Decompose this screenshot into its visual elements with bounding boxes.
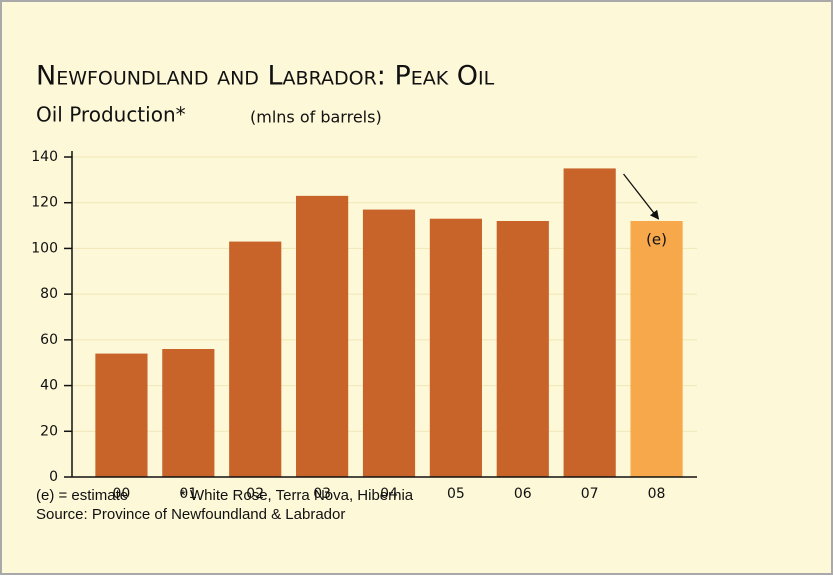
note: * White Rose, Terra Nova, Hibernia xyxy=(180,487,414,504)
chart-subtitle: Oil Production* xyxy=(36,103,186,127)
bar xyxy=(362,209,416,478)
unit-label: (mlns of barrels) xyxy=(250,108,382,127)
arrow xyxy=(623,173,660,220)
y-tick-label: 20 xyxy=(40,423,58,439)
x-tick-label: 00 xyxy=(113,486,131,502)
y-tick-label: 140 xyxy=(31,149,58,165)
bar xyxy=(95,353,148,477)
y-tick-label: 100 xyxy=(31,240,58,256)
x-tick-label: 03 xyxy=(313,486,331,502)
x-tick-label: 06 xyxy=(514,486,532,502)
x-tick-label: 01 xyxy=(179,486,197,502)
bar xyxy=(429,218,482,477)
x-tick-label: 07 xyxy=(581,486,599,502)
bar xyxy=(162,349,215,477)
bar xyxy=(496,221,549,477)
y-tick-label: 60 xyxy=(40,332,58,348)
bar xyxy=(296,195,349,477)
x-tick-label: 05 xyxy=(447,486,465,502)
bar xyxy=(563,168,616,477)
x-tick-label: 08 xyxy=(648,486,666,502)
y-tick-label: 120 xyxy=(31,195,58,211)
x-tick-label: 02 xyxy=(246,486,264,502)
note: (e) = estimate xyxy=(36,487,128,504)
y-tick-label: 0 xyxy=(49,469,58,485)
y-tick-label: 80 xyxy=(40,286,58,302)
y-tick-label: 40 xyxy=(40,378,58,394)
bar xyxy=(229,241,282,477)
source: Source: Province of Newfoundland & Labra… xyxy=(36,506,345,523)
x-tick-label: 04 xyxy=(380,486,398,502)
annotation: (e) xyxy=(646,231,667,249)
bar xyxy=(630,221,683,477)
chart-title: Newfoundland and Labrador: Peak Oil xyxy=(36,61,495,92)
